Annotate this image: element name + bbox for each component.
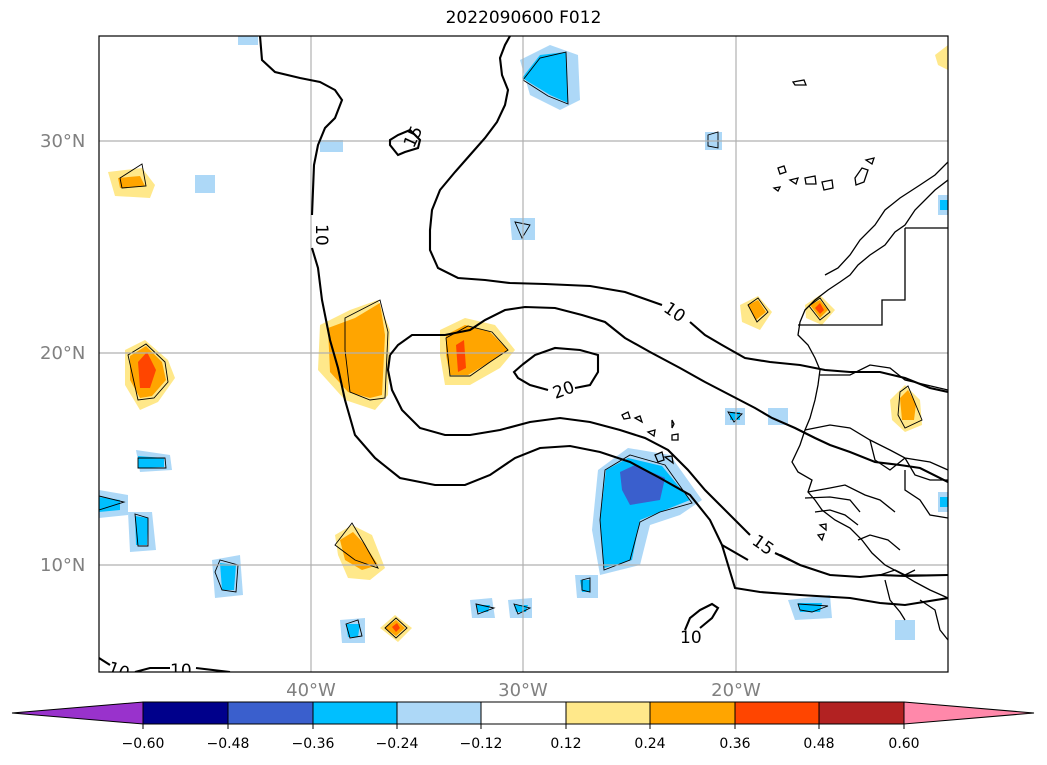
colorbar-extend-high [903,701,1035,725]
colorbar-tick-label: 0.12 [550,736,582,752]
colorbar-ticks [142,724,905,729]
colorbar-swatch [818,701,905,725]
colorbar-swatch [649,701,736,725]
colorbar-tick-label: −0.24 [375,736,419,752]
main-contours [99,36,948,672]
lon-label-20w: 20°W [711,680,761,701]
contour-label: 10 [170,661,192,681]
coastlines [621,79,948,641]
colorbar-tick-label: −0.12 [459,736,503,752]
contour-label: 10 [680,628,702,648]
colorbar-tick-label: −0.36 [291,736,335,752]
colorbar-extend-low [11,701,144,725]
contour-labels: 15 10 10 20 15 10 10 10 [105,123,777,684]
colorbar-tick-label: −0.60 [121,736,165,752]
colorbar-swatch [227,701,314,725]
colorbar-swatch [480,701,567,725]
contour-label: 15 [400,123,427,151]
contour-label: 10 [311,224,331,246]
contour-label: 15 [748,531,777,560]
map-title: 2022090600 F012 [445,8,602,28]
colorbar-tick-label: 0.24 [634,736,666,752]
red-orange-shading [138,303,824,632]
colorbar-swatch [734,701,820,725]
yellow-shading [108,45,948,642]
lon-label-30w: 30°W [498,680,548,701]
colorbar-tick-label: 0.36 [719,736,751,752]
lat-label-10n: 10°N [40,555,86,576]
lat-label-20n: 20°N [40,343,86,364]
contour-label: 10 [105,658,132,684]
lat-label-30n: 30°N [40,131,86,152]
map-area: 15 10 10 20 15 10 10 10 [99,36,948,684]
map-frame [98,35,949,673]
colorbar-tick-label: 0.48 [803,736,835,752]
colorbar-tick-label: 0.60 [888,736,920,752]
colorbar-swatch [312,701,398,725]
colorbar-swatch [565,701,651,725]
colorbar-swatch [396,701,482,725]
colorbar-swatch [142,701,229,725]
lon-label-40w: 40°W [286,680,336,701]
anomaly-thin-contours [99,51,923,639]
colorbar-tick-label: −0.48 [206,736,250,752]
contour-label: 10 [660,298,689,327]
contour-label: 20 [550,377,577,403]
colorbar [11,701,1035,725]
